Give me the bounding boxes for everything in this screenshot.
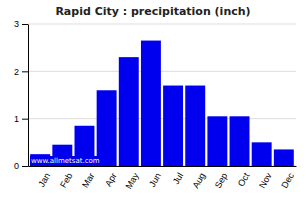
watermark-text: www.allmetsat.com [31, 157, 100, 165]
y-tick-label: 0 [14, 161, 19, 171]
x-tick: Jun [147, 171, 163, 189]
bar [119, 57, 139, 166]
bar [97, 90, 117, 166]
x-tick-label: Aug [191, 171, 208, 190]
y-tick-label: 2 [14, 67, 19, 77]
bar [230, 116, 250, 166]
x-tick: Oct [236, 171, 252, 189]
x-tick-label: Jun [147, 171, 163, 189]
grid-line [28, 118, 296, 119]
x-tick-label: Apr [103, 171, 119, 188]
y-tick-label: 3 [14, 19, 19, 29]
bar [274, 149, 294, 166]
x-tick: Dec [279, 171, 296, 190]
plot: Jan Feb Mar Apr May Jun Jul Aug Sep Oct Nov Dec 0 1 2 3… [14, 19, 297, 190]
y-tick-mark [22, 119, 28, 120]
y-tick-label: 1 [14, 114, 19, 124]
grid-line [28, 71, 296, 72]
annotations: www.allmetsat.com [30, 156, 101, 166]
x-tick: Feb [58, 171, 74, 189]
bar [163, 86, 183, 166]
bar [207, 116, 227, 166]
bar [252, 142, 272, 166]
y-tick: 2 [14, 67, 28, 77]
grid-line [28, 24, 296, 25]
x-tick-label: Mar [80, 171, 96, 189]
x-tick-label: Jan [36, 171, 52, 189]
x-tick-label: Feb [58, 171, 74, 189]
bars [30, 41, 294, 166]
x-tick: Apr [103, 171, 119, 188]
x-tick: May [124, 171, 141, 191]
title: Rapid City : precipitation (inch) [55, 5, 250, 18]
grid [28, 24, 296, 166]
y-tick-mark [22, 166, 28, 167]
x-tick: Nov [257, 171, 274, 190]
bar [141, 41, 161, 166]
watermark-bg [30, 156, 101, 166]
y-tick-mark [22, 71, 28, 72]
x-axis: Jan Feb Mar Apr May Jun Jul Aug Sep Oct Nov Dec [29, 167, 297, 191]
x-tick: Mar [80, 171, 96, 189]
watermark: www.allmetsat.com [30, 156, 101, 166]
y-tick: 1 [14, 114, 28, 124]
bar [185, 86, 205, 166]
x-tick-label: May [124, 171, 141, 191]
y-axis: 0 1 2 3 [14, 19, 29, 171]
x-tick-label: Jul [171, 171, 185, 186]
x-tick: Sep [213, 171, 230, 190]
chart: Rapid City : precipitation (inch) Jan Feb M… [0, 0, 306, 200]
y-tick-mark [22, 24, 28, 25]
y-tick: 3 [14, 19, 28, 29]
x-tick: Jan [36, 171, 52, 189]
x-tick-label: Dec [279, 171, 296, 190]
x-tick-label: Oct [236, 171, 252, 189]
x-tick: Aug [191, 171, 208, 190]
x-axis-line [29, 166, 297, 167]
y-tick: 0 [14, 161, 28, 171]
y-axis-line [28, 25, 29, 167]
x-tick-label: Sep [213, 171, 230, 190]
x-tick-label: Nov [257, 171, 274, 190]
x-tick: Jul [171, 171, 185, 186]
